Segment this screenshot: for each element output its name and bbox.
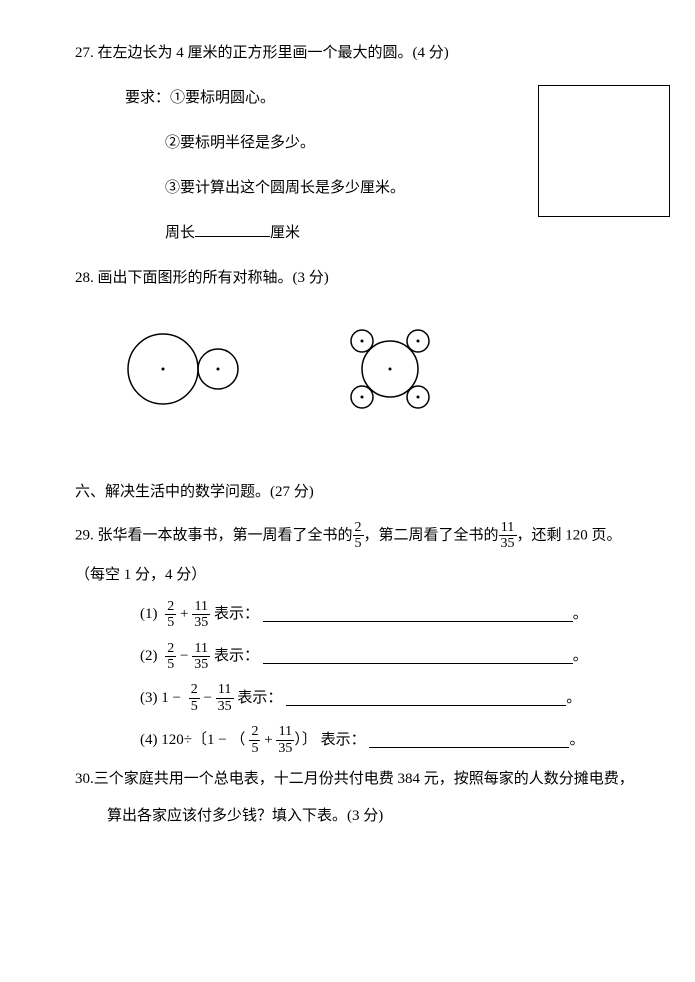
op: + <box>180 601 188 628</box>
period: 。 <box>566 685 581 712</box>
frac: 1135 <box>276 724 294 756</box>
q29-frac-b: 1135 <box>499 520 517 552</box>
q27-perimeter-row: 周长 厘米 <box>75 220 635 247</box>
q28-figures <box>75 314 635 424</box>
q29-intro-a: 29. 张华看一本故事书，第一周看了全书的 <box>75 527 353 543</box>
frac-den: 5 <box>165 615 176 630</box>
frac-den: 5 <box>165 657 176 672</box>
frac-den: 35 <box>499 536 517 551</box>
blank <box>263 649 573 664</box>
q27-perimeter-label2: 厘米 <box>270 225 300 241</box>
q28-header: 28. 画出下面图形的所有对称轴。(3 分) <box>75 265 635 292</box>
blank <box>286 691 566 706</box>
frac: 25 <box>189 682 200 714</box>
frac-den: 35 <box>192 615 210 630</box>
section6-header: 六、解决生活中的数学问题。(27 分) <box>75 479 635 506</box>
frac-num: 2 <box>189 682 200 698</box>
op: + <box>264 727 272 754</box>
tail: 表示： <box>321 727 366 754</box>
frac: 1135 <box>216 682 234 714</box>
q29-row3: (3) 1 − 25 − 1135 表示： 。 <box>75 682 635 714</box>
frac-num: 2 <box>165 599 176 615</box>
frac-den: 35 <box>216 699 234 714</box>
period: 。 <box>573 601 588 628</box>
op: − <box>203 685 211 712</box>
frac: 25 <box>249 724 260 756</box>
q30: 30.三个家庭共用一个总电表，十二月份共付电费 384 元，按照每家的人数分摊电… <box>75 766 635 830</box>
op: − <box>180 643 188 670</box>
q29-row1: (1) 25 + 1135 表示： 。 <box>75 599 635 631</box>
period: 。 <box>569 727 584 754</box>
q29-row2-label: (2) <box>140 643 158 670</box>
q29-row4-label: (4) 120÷〔1 − （ <box>140 727 245 754</box>
q29-intro-c: ，还剩 120 页。 <box>517 527 622 543</box>
frac: 25 <box>165 641 176 673</box>
frac-num: 11 <box>192 599 210 615</box>
frac-den: 35 <box>276 741 294 756</box>
tail: 表示： <box>237 685 282 712</box>
frac-num: 2 <box>353 520 364 536</box>
frac-num: 11 <box>276 724 294 740</box>
frac-den: 5 <box>249 741 260 756</box>
blank <box>263 607 573 622</box>
q29-subnote: （每空 1 分，4 分） <box>75 562 635 589</box>
tail: 表示： <box>214 643 259 670</box>
q28-figure1 <box>125 329 245 409</box>
frac-num: 11 <box>499 520 517 536</box>
q29-frac-a: 25 <box>353 520 364 552</box>
period: 。 <box>573 643 588 670</box>
frac-num: 2 <box>249 724 260 740</box>
q27-perimeter-blank <box>195 222 270 237</box>
q27-req1: ①要标明圆心。 <box>170 90 275 106</box>
frac-num: 11 <box>192 641 210 657</box>
frac-num: 2 <box>165 641 176 657</box>
q30-line1: 30.三个家庭共用一个总电表，十二月份共付电费 384 元，按照每家的人数分摊电… <box>75 766 635 793</box>
q27-req-label: 要求： <box>125 90 170 106</box>
q30-line2: 算出各家应该付多少钱？填入下表。(3 分) <box>75 803 635 830</box>
close: ）〕 <box>294 727 317 754</box>
q29-row3-label: (3) 1 − <box>140 685 181 712</box>
q27-perimeter-label1: 周长 <box>165 225 195 241</box>
frac: 1135 <box>192 599 210 631</box>
frac-den: 35 <box>192 657 210 672</box>
q29-row1-label: (1) <box>140 601 158 628</box>
q29-row2: (2) 25 − 1135 表示： 。 <box>75 641 635 673</box>
q28-figure2 <box>335 314 445 424</box>
q29-intro-b: ，第二周看了全书的 <box>364 527 499 543</box>
frac-num: 11 <box>216 682 234 698</box>
q29-intro: 29. 张华看一本故事书，第一周看了全书的25，第二周看了全书的1135，还剩 … <box>75 520 635 552</box>
tail: 表示： <box>214 601 259 628</box>
frac: 25 <box>165 599 176 631</box>
frac: 1135 <box>192 641 210 673</box>
frac-den: 5 <box>189 699 200 714</box>
q29-row4: (4) 120÷〔1 − （ 25 + 1135 ）〕 表示： 。 <box>75 724 635 756</box>
q27-header: 27. 在左边长为 4 厘米的正方形里画一个最大的圆。(4 分) <box>75 40 635 67</box>
q27-square-box <box>538 85 670 217</box>
blank <box>369 733 569 748</box>
frac-den: 5 <box>353 536 364 551</box>
